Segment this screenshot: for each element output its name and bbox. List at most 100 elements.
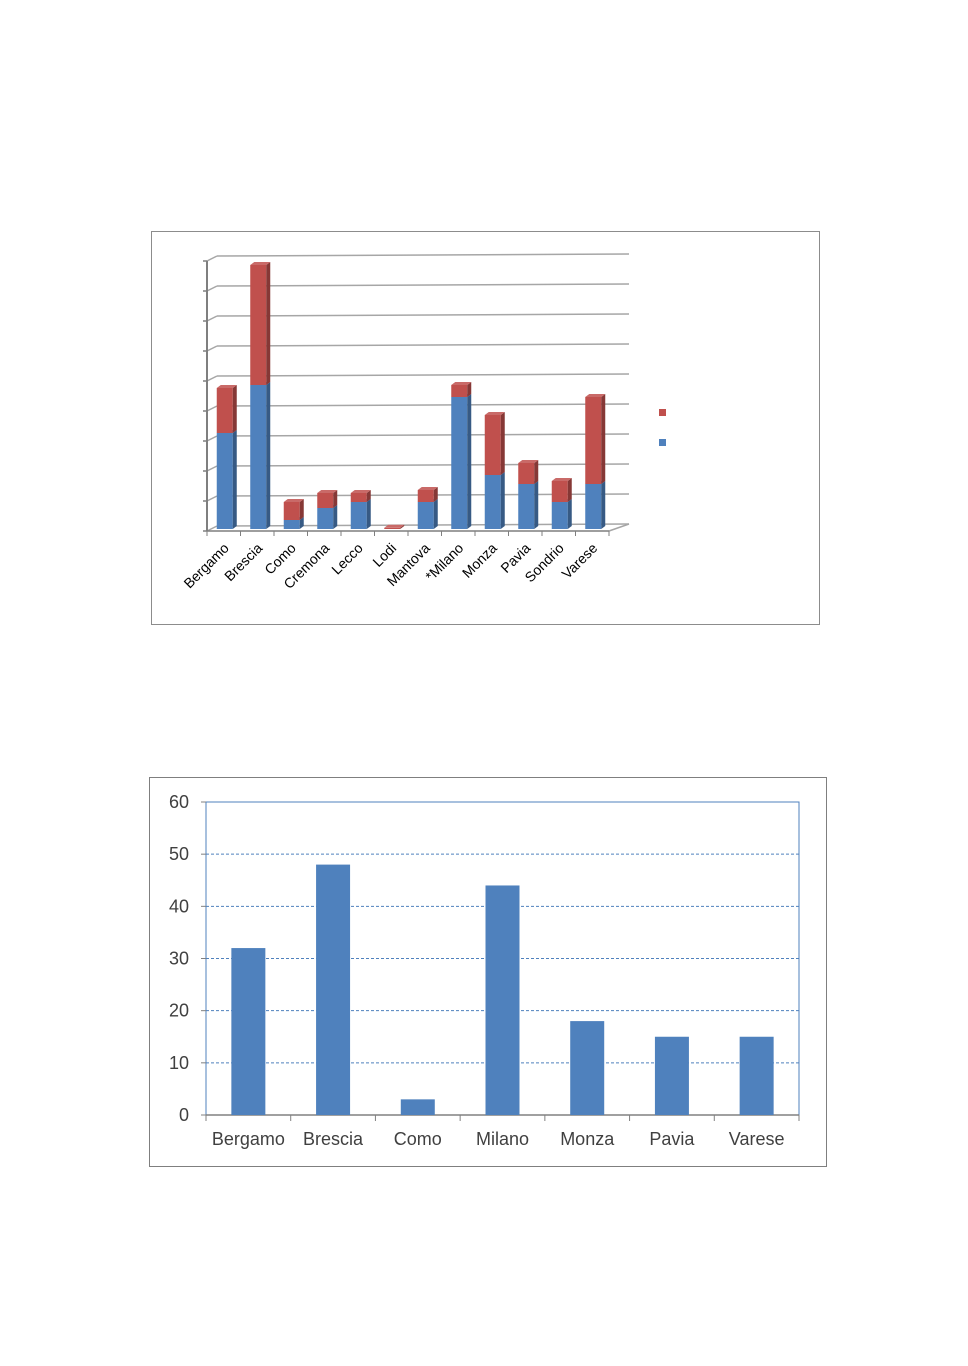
x-tick-label: Bergamo — [212, 1129, 285, 1149]
bar-segment — [417, 499, 438, 529]
bar-front — [216, 388, 233, 433]
bar-front — [283, 502, 300, 520]
bar-side — [433, 499, 438, 529]
bar-side — [500, 412, 505, 475]
x-tick-label: Varese — [729, 1129, 785, 1149]
bar-top — [384, 524, 405, 528]
bar-front — [585, 484, 602, 529]
gridline-side — [206, 285, 218, 292]
bar-segment — [250, 382, 271, 529]
bar-side — [500, 472, 505, 529]
bar-segment — [250, 262, 271, 385]
gridline-side — [206, 345, 218, 352]
x-tick-label: Brescia — [221, 540, 265, 584]
gridline — [216, 373, 630, 377]
bar-segment — [451, 382, 472, 397]
y-tick-label: 40 — [169, 896, 189, 916]
gridline — [216, 403, 630, 407]
bar-top — [317, 490, 338, 493]
bar — [739, 1036, 774, 1115]
bar-side — [467, 382, 472, 397]
bar-top — [585, 394, 606, 397]
bar-side — [299, 499, 304, 520]
bar-side — [366, 490, 371, 502]
gridline — [216, 253, 630, 257]
bar-front — [585, 397, 602, 484]
y-tick-label: 50 — [169, 844, 189, 864]
bar-segment — [317, 505, 338, 529]
bar-front — [484, 415, 501, 475]
gridline-side — [206, 375, 218, 382]
y-tick-label: 0 — [179, 1105, 189, 1125]
bar-top — [551, 478, 572, 481]
legend-marker-blue — [659, 439, 666, 446]
bar-top — [283, 499, 304, 502]
bar-side — [601, 394, 606, 484]
bar-front — [551, 481, 568, 502]
y-tick-label: 30 — [169, 949, 189, 969]
floor-edge — [608, 523, 630, 532]
bar-segment — [350, 490, 371, 502]
bar-top — [417, 487, 438, 490]
bar-front — [518, 484, 535, 529]
bar-front — [350, 502, 367, 529]
bar-side — [266, 382, 271, 529]
bar — [400, 1099, 435, 1115]
bar-side — [567, 499, 572, 529]
gridline-side — [206, 495, 218, 502]
bar — [485, 885, 520, 1115]
x-tick-label: Bergamo — [180, 540, 232, 592]
gridline-side — [206, 255, 218, 262]
bar-front — [518, 463, 535, 484]
bar-side — [601, 481, 606, 529]
bar-front — [250, 385, 267, 529]
bar-chart-svg: 0 10 20 30 40 50 60 Bergamo Brescia Como Milano Mon… — [169, 792, 800, 1149]
y-tick-label: 10 — [169, 1053, 189, 1073]
bar-front — [216, 433, 233, 529]
bar — [316, 864, 351, 1115]
bar-segment — [384, 524, 405, 529]
stacked-3d-bar-chart: Bergamo Brescia Como Cremona Lecco Lodi Mantov… — [151, 231, 820, 625]
bar-segment — [417, 487, 438, 502]
bar-side — [333, 490, 338, 508]
gridline — [216, 283, 630, 287]
gridline-side — [206, 435, 218, 442]
bar-top — [484, 412, 505, 415]
bar-segment — [216, 430, 237, 529]
bar-front — [551, 502, 568, 529]
bar-segment — [518, 481, 539, 529]
x-tick-label: Lecco — [328, 540, 366, 578]
bar-segment — [484, 412, 505, 475]
bar-side — [567, 478, 572, 502]
bar-segment — [216, 385, 237, 433]
bar-side — [534, 460, 539, 484]
bar-front — [317, 508, 334, 529]
bar — [654, 1036, 689, 1115]
gridline-side — [206, 315, 218, 322]
bar — [570, 1021, 605, 1115]
gridline — [216, 343, 630, 347]
bar-segment — [317, 490, 338, 508]
bar-front — [451, 397, 468, 529]
bar-front — [283, 520, 300, 529]
bar-side — [433, 487, 438, 502]
bar-side — [333, 505, 338, 529]
bar-segment — [585, 394, 606, 484]
bar-top — [451, 382, 472, 385]
bar-segment — [551, 478, 572, 502]
bar-segment — [451, 394, 472, 529]
bar-side — [232, 430, 237, 529]
bar-segment — [283, 499, 304, 520]
x-tick-label: Pavia — [649, 1129, 695, 1149]
bar — [231, 948, 266, 1115]
bar-top — [518, 460, 539, 463]
bar-segment — [518, 460, 539, 484]
y-tick-label: 60 — [169, 792, 189, 812]
x-tick-label: Como — [394, 1129, 442, 1149]
x-tick-label: Brescia — [303, 1129, 364, 1149]
bar-front — [417, 490, 434, 502]
x-tick-label: Monza — [560, 1129, 615, 1149]
bar-side — [467, 394, 472, 529]
bar-segment — [350, 499, 371, 529]
